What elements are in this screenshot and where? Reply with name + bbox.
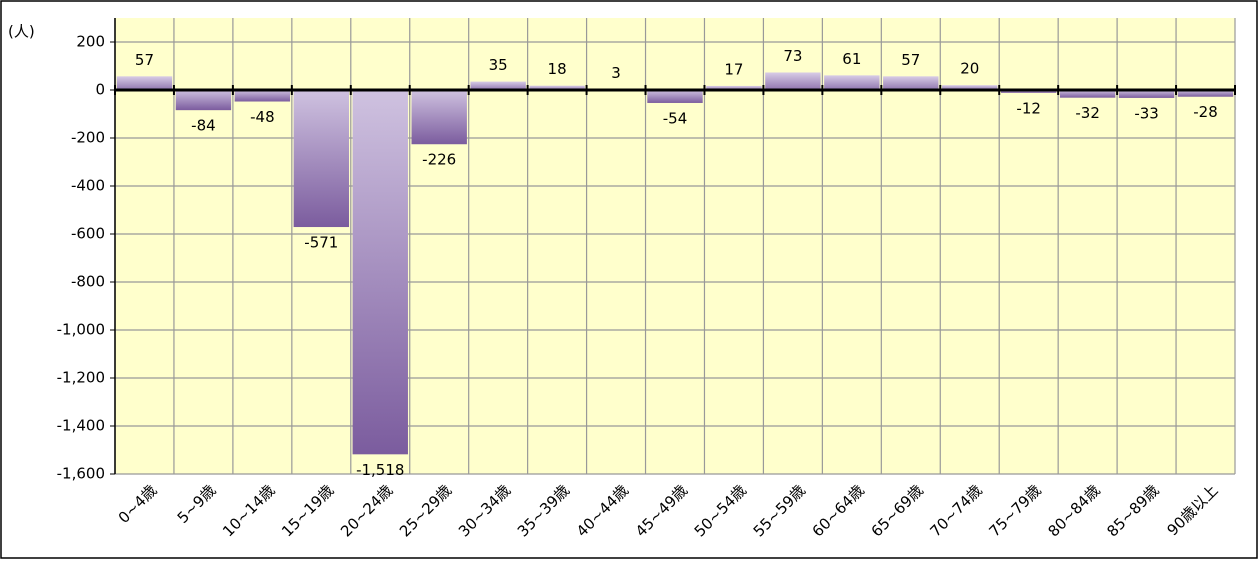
bar — [411, 90, 467, 145]
y-tick-label: -1,000 — [57, 321, 105, 339]
data-label: 73 — [783, 47, 802, 65]
data-label: 57 — [901, 51, 920, 69]
plot-area — [115, 18, 1235, 474]
bar — [1177, 90, 1234, 97]
data-label: -28 — [1193, 103, 1218, 121]
y-tick-label: -1,200 — [57, 369, 105, 387]
data-label: -571 — [304, 234, 338, 252]
data-label: -48 — [250, 108, 275, 126]
y-tick-label: -800 — [71, 273, 105, 291]
data-label: 57 — [135, 51, 154, 69]
data-label: 20 — [960, 60, 979, 78]
data-label: -1,518 — [356, 461, 404, 479]
y-tick-label: 200 — [76, 33, 105, 51]
bar — [765, 72, 821, 90]
bar — [824, 75, 880, 90]
y-tick-label: -200 — [71, 129, 105, 147]
bar — [352, 90, 408, 455]
bar — [470, 81, 526, 90]
bar — [234, 90, 291, 102]
bar — [116, 76, 173, 90]
bar — [647, 90, 703, 103]
data-label: 35 — [489, 56, 508, 74]
data-label: 3 — [611, 64, 621, 82]
bar — [529, 85, 585, 90]
bar — [175, 90, 232, 111]
data-label: 18 — [548, 60, 567, 78]
bar — [1118, 90, 1175, 98]
y-tick-label: -600 — [71, 225, 105, 243]
bar — [883, 76, 939, 90]
data-label: -12 — [1016, 99, 1041, 117]
data-label: -32 — [1075, 104, 1100, 122]
y-tick-label: -1,400 — [57, 417, 105, 435]
bar — [706, 85, 762, 90]
y-tick-label: -1,600 — [57, 465, 105, 483]
bar — [293, 90, 350, 228]
data-label: 17 — [724, 60, 743, 78]
y-tick-label: 0 — [95, 81, 105, 99]
bar — [1059, 90, 1116, 98]
y-axis-label: (人) — [8, 23, 35, 41]
data-label: -33 — [1134, 104, 1159, 122]
data-label: -84 — [191, 117, 216, 135]
y-tick-label: -400 — [71, 177, 105, 195]
data-label: -226 — [422, 151, 456, 169]
bar — [942, 85, 998, 90]
data-label: 61 — [842, 50, 861, 68]
data-label: -54 — [663, 109, 688, 127]
